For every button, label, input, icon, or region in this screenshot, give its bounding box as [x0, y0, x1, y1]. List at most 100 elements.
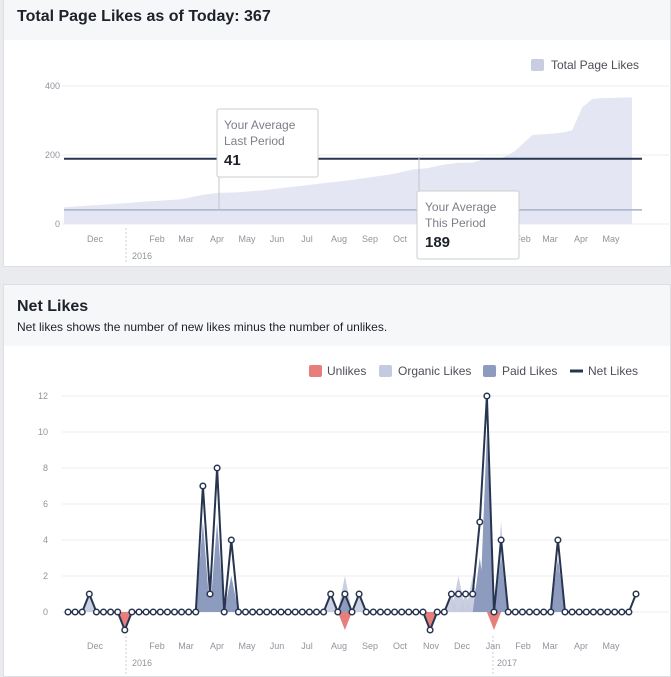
net-likes-point[interactable]	[511, 608, 519, 616]
net-likes-point[interactable]	[71, 608, 79, 616]
net-likes-point[interactable]	[128, 608, 136, 616]
x-tick-label: Dec	[87, 641, 104, 651]
net-likes-point[interactable]	[114, 608, 122, 616]
net-likes-point[interactable]	[170, 608, 179, 616]
y-tick-label: 12	[38, 391, 48, 401]
net-likes-point[interactable]	[568, 608, 576, 616]
net-likes-point[interactable]	[625, 608, 633, 616]
net-likes-point[interactable]	[398, 608, 406, 616]
net-likes-point[interactable]	[312, 608, 321, 616]
net-likes-point[interactable]	[334, 608, 342, 616]
net-likes-point[interactable]	[213, 464, 221, 472]
net-likes-point[interactable]	[263, 608, 271, 616]
net-likes-point[interactable]	[419, 608, 427, 616]
x-tick-label: Mar	[542, 234, 558, 244]
net-likes-point[interactable]	[596, 608, 605, 616]
avg-last-label-2: Last Period	[224, 134, 285, 148]
net-likes-point[interactable]	[632, 590, 640, 598]
net-likes-point[interactable]	[426, 626, 434, 634]
net-likes-point[interactable]	[383, 608, 392, 616]
net-likes-point[interactable]	[227, 536, 235, 544]
net-likes-point[interactable]	[533, 608, 541, 616]
net-likes-point[interactable]	[447, 590, 455, 598]
x-tick-label: Sep	[362, 641, 378, 651]
net-likes-point[interactable]	[582, 608, 590, 616]
net-likes-point[interactable]	[320, 608, 328, 616]
net-likes-point[interactable]	[469, 590, 477, 598]
paid-likes-spike	[479, 432, 494, 612]
net-likes-point[interactable]	[327, 590, 335, 598]
net-likes-point[interactable]	[99, 608, 108, 616]
net-likes-point[interactable]	[497, 536, 505, 544]
net-likes-point[interactable]	[540, 608, 548, 616]
net-likes-point[interactable]	[554, 536, 562, 544]
x-tick-label: Sep	[362, 234, 378, 244]
net-likes-point[interactable]	[305, 608, 313, 616]
net-likes-point[interactable]	[611, 608, 619, 616]
net-likes-point[interactable]	[142, 608, 150, 616]
net-likes-point[interactable]	[206, 590, 214, 598]
total-likes-chart: Total Page Likes 0 200 400 Dec Feb Mar Apr May…	[45, 58, 671, 262]
organic-likes-spike	[82, 594, 97, 612]
net-likes-point[interactable]	[135, 608, 143, 616]
net-likes-point[interactable]	[504, 608, 512, 616]
net-likes-point[interactable]	[277, 608, 285, 616]
net-likes-point[interactable]	[192, 608, 200, 616]
net-likes-point[interactable]	[369, 608, 377, 616]
net-likes-point[interactable]	[362, 608, 370, 616]
net-likes-point[interactable]	[64, 608, 72, 616]
avg-this-value: 189	[425, 234, 450, 251]
net-likes-point[interactable]	[178, 608, 186, 616]
net-likes-point[interactable]	[525, 608, 534, 616]
net-likes-point[interactable]	[241, 608, 250, 616]
net-likes-point[interactable]	[547, 608, 555, 616]
x-tick-label: Aug	[331, 234, 347, 244]
net-likes-point[interactable]	[249, 608, 257, 616]
net-likes-point[interactable]	[376, 608, 384, 616]
net-likes-point[interactable]	[561, 608, 569, 616]
net-likes-point[interactable]	[604, 608, 612, 616]
net-likes-point[interactable]	[149, 608, 157, 616]
net-likes-point[interactable]	[284, 608, 292, 616]
net-likes-point[interactable]	[490, 608, 498, 616]
net-likes-point[interactable]	[355, 590, 363, 598]
net-likes-point[interactable]	[92, 608, 100, 616]
net-likes-point[interactable]	[121, 626, 129, 634]
net-likes-point[interactable]	[220, 608, 228, 616]
net-likes-point[interactable]	[270, 608, 278, 616]
net-likes-point[interactable]	[405, 608, 413, 616]
net-likes-point[interactable]	[462, 590, 470, 598]
tooltip-average-last-period: Your Average Last Period 41	[216, 108, 319, 210]
net-likes-point[interactable]	[575, 608, 583, 616]
x-tick-label: May	[602, 641, 620, 651]
net-likes-point[interactable]	[440, 608, 448, 616]
x-tick-label: Aug	[331, 641, 347, 651]
net-likes-point[interactable]	[78, 608, 86, 616]
net-likes-point[interactable]	[341, 590, 349, 598]
legend-swatch-unlikes	[309, 365, 322, 377]
x-tick-label: Feb	[515, 641, 531, 651]
net-likes-point[interactable]	[618, 608, 626, 616]
net-likes-point[interactable]	[163, 608, 171, 616]
net-likes-point[interactable]	[348, 608, 356, 616]
organic-likes-spike	[323, 594, 338, 612]
net-likes-point[interactable]	[391, 608, 399, 616]
net-likes-point[interactable]	[476, 518, 484, 526]
net-likes-point[interactable]	[433, 608, 441, 616]
paid-likes-spike	[210, 522, 225, 612]
net-likes-point[interactable]	[234, 608, 242, 616]
net-likes-point[interactable]	[107, 608, 115, 616]
net-likes-point[interactable]	[454, 590, 463, 598]
net-likes-point[interactable]	[156, 608, 164, 616]
x-tick-label: Feb	[149, 641, 165, 651]
net-likes-point[interactable]	[483, 392, 491, 400]
net-likes-point[interactable]	[291, 608, 299, 616]
net-likes-point[interactable]	[589, 608, 597, 616]
net-likes-point[interactable]	[199, 482, 207, 490]
net-likes-point[interactable]	[412, 608, 420, 616]
net-likes-point[interactable]	[85, 590, 93, 598]
net-likes-point[interactable]	[518, 608, 526, 616]
net-likes-point[interactable]	[256, 608, 264, 616]
net-likes-point[interactable]	[298, 608, 306, 616]
net-likes-point[interactable]	[185, 608, 193, 616]
